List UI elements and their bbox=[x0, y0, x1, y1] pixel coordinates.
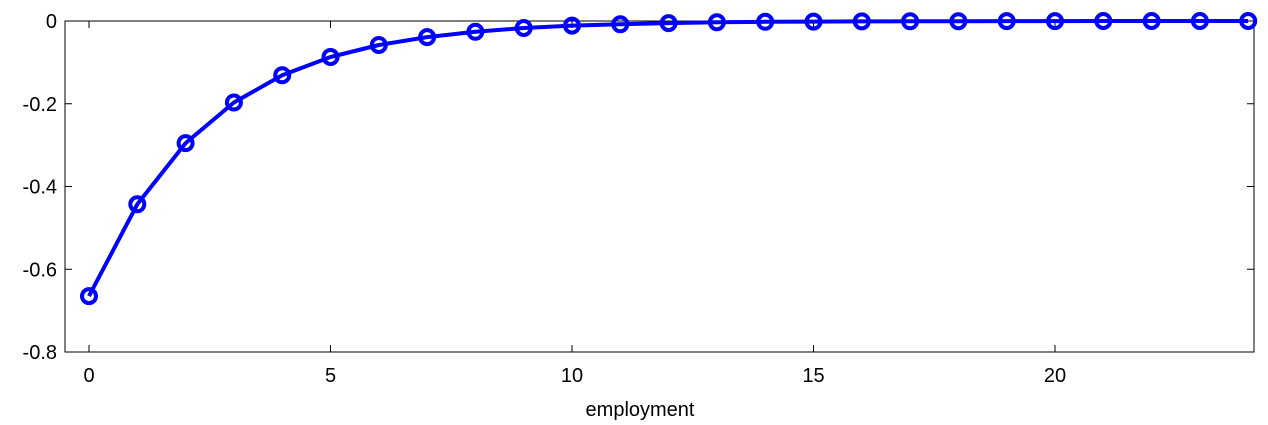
x-tick-label: 5 bbox=[325, 365, 336, 387]
data-point bbox=[852, 12, 871, 31]
data-point bbox=[273, 66, 292, 85]
y-tick-label: -0.4 bbox=[23, 177, 57, 199]
data-point bbox=[707, 13, 726, 32]
data-point bbox=[418, 28, 437, 47]
series-line bbox=[87, 19, 1249, 298]
x-tick-label: 15 bbox=[802, 365, 824, 387]
data-point bbox=[80, 287, 98, 306]
data-point bbox=[997, 12, 1016, 31]
x-tick-labels: 0 5 10 15 20 bbox=[83, 365, 1066, 387]
data-point bbox=[514, 19, 533, 37]
data-point bbox=[1046, 12, 1064, 31]
data-point bbox=[901, 12, 920, 31]
data-point bbox=[659, 14, 678, 33]
series-markers bbox=[80, 12, 1258, 306]
plot-frame bbox=[64, 20, 1255, 353]
y-tick-label: 0 bbox=[46, 11, 57, 33]
x-tick-label: 0 bbox=[83, 365, 94, 387]
data-point bbox=[128, 195, 147, 214]
data-point bbox=[466, 22, 485, 41]
x-axis-title: employment bbox=[586, 399, 695, 421]
y-tick-labels: 0 -0.2 -0.4 -0.6 -0.8 bbox=[23, 11, 57, 364]
data-point bbox=[176, 134, 195, 153]
data-point bbox=[224, 93, 243, 112]
y-tick-label: -0.2 bbox=[23, 94, 57, 116]
y-tick-label: -0.8 bbox=[23, 342, 57, 364]
data-point bbox=[563, 16, 581, 35]
data-point bbox=[1142, 12, 1161, 30]
data-point bbox=[949, 12, 968, 31]
axis-ticks bbox=[65, 20, 1254, 353]
data-point bbox=[1190, 12, 1209, 30]
data-point bbox=[1239, 12, 1258, 30]
x-tick-label: 10 bbox=[561, 365, 583, 387]
data-point bbox=[611, 15, 630, 34]
y-tick-label: -0.6 bbox=[23, 259, 57, 281]
data-point bbox=[804, 12, 823, 31]
data-point bbox=[321, 48, 340, 66]
data-point bbox=[1094, 12, 1113, 30]
data-point bbox=[756, 12, 775, 31]
data-point bbox=[369, 36, 388, 54]
x-tick-label: 20 bbox=[1044, 365, 1066, 387]
